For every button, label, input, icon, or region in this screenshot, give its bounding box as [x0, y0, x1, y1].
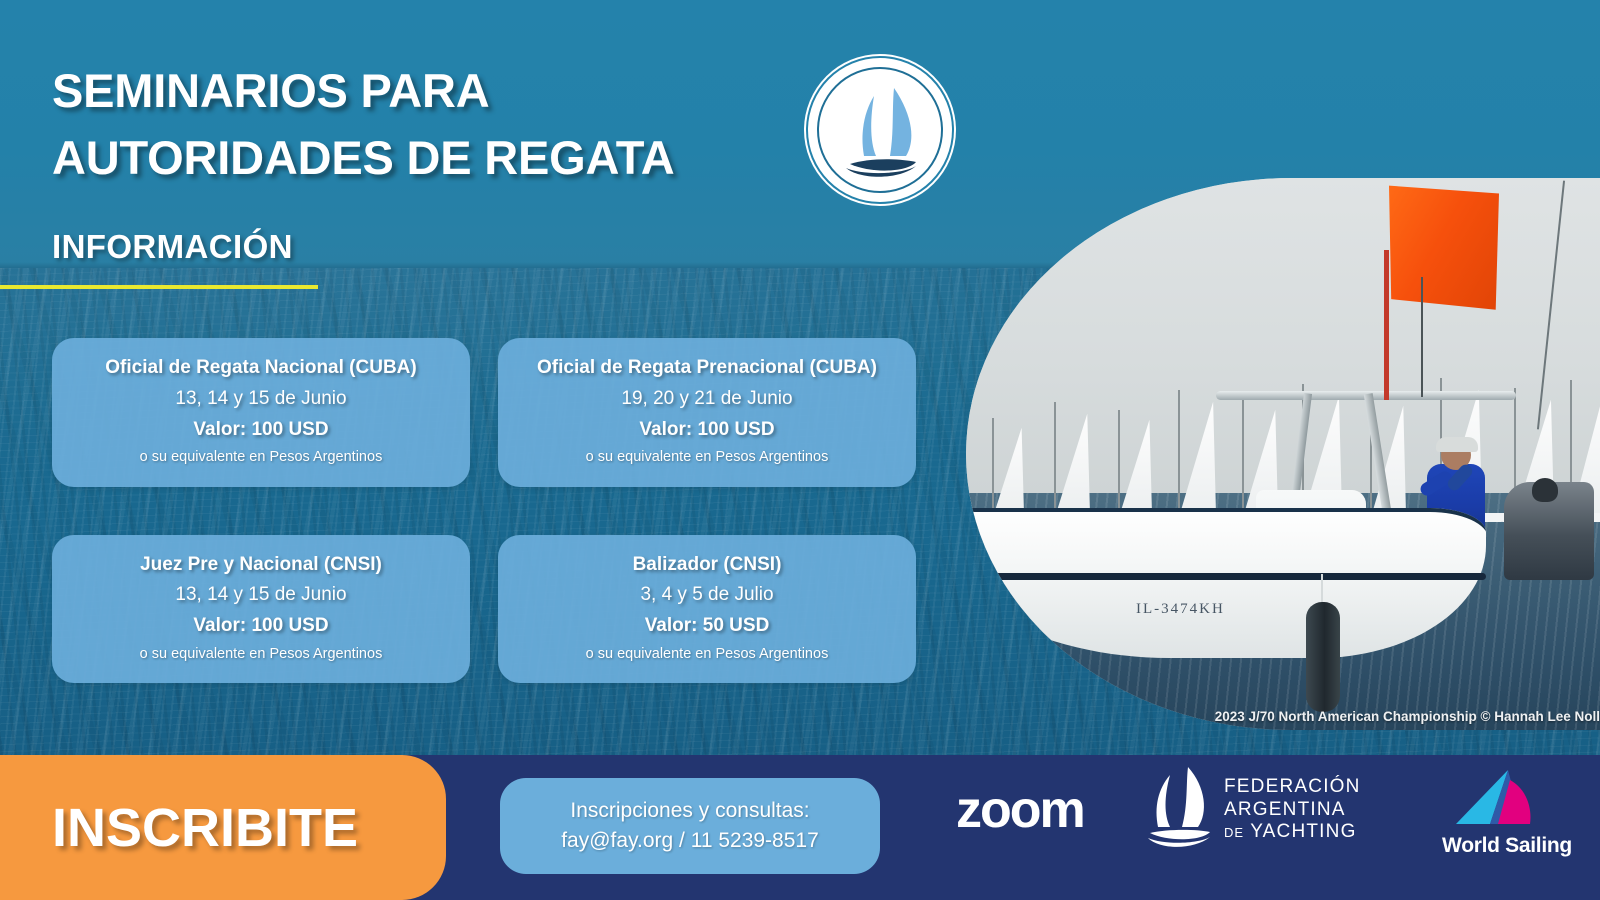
seminar-card-price: Valor: 100 USD — [193, 615, 329, 637]
photo-antenna — [1421, 277, 1423, 397]
seminar-card[interactable]: Oficial de Regata Prenacional (CUBA) 19,… — [498, 338, 916, 487]
world-sailing-sail-icon — [1432, 770, 1582, 838]
seminar-card[interactable]: Juez Pre y Nacional (CNSI) 13, 14 y 15 d… — [52, 534, 470, 684]
fay-logo-line1: FEDERACIÓN — [1224, 776, 1361, 798]
subtitle-underline-accent — [0, 285, 318, 289]
photo-fender-line — [1321, 574, 1323, 608]
seminar-card-note: o su equivalente en Pesos Argentinos — [139, 449, 383, 466]
fay-logo-text: FEDERACIÓN ARGENTINA DE YACHTING — [1224, 776, 1361, 843]
photo-credit: 2023 J/70 North American Championship © … — [1214, 709, 1600, 724]
register-button-label: INSCRIBITE — [52, 797, 359, 858]
seminar-card-title: Oficial de Regata Prenacional (CUBA) — [537, 357, 877, 378]
header-background-band — [0, 0, 1600, 272]
section-subtitle: INFORMACIÓN — [52, 228, 293, 265]
contact-label: Inscripciones y consultas: — [570, 798, 810, 822]
sailboat-circle-logo-icon — [812, 62, 948, 198]
seminar-card-note: o su equivalente en Pesos Argentinos — [585, 449, 829, 466]
seminar-card-dates: 19, 20 y 21 de Junio — [621, 387, 793, 409]
zoom-logo: zoom — [956, 781, 1086, 839]
page-title-line2: AUTORIDADES DE REGATA — [52, 130, 675, 184]
sailboat-icon — [1148, 765, 1214, 856]
seminar-card-title: Oficial de Regata Nacional (CUBA) — [105, 357, 417, 378]
seminar-card[interactable]: Oficial de Regata Nacional (CUBA) 13, 14… — [52, 338, 470, 487]
fay-logo-line3-prefix: DE — [1224, 825, 1245, 841]
seminar-card-title: Juez Pre y Nacional (CNSI) — [140, 553, 382, 575]
photo-crew-head — [1532, 478, 1558, 502]
footer-bar: INSCRIBITE Inscripciones y consultas: fa… — [0, 755, 1600, 900]
seminar-card-note: o su equivalente en Pesos Argentinos — [585, 645, 829, 662]
seminar-card-dates: 13, 14 y 15 de Junio — [175, 387, 347, 409]
seminar-card-title: Balizador (CNSI) — [632, 553, 782, 575]
seminar-card-note: o su equivalente en Pesos Argentinos — [139, 645, 383, 662]
fay-logo: FEDERACIÓN ARGENTINA DE YACHTING — [1148, 764, 1368, 856]
seminar-card-dates: 3, 4 y 5 de Julio — [640, 584, 774, 606]
seminar-cards-grid: Oficial de Regata Nacional (CUBA) 13, 14… — [52, 338, 932, 684]
contact-details: fay@fay.org / 11 5239-8517 — [561, 829, 819, 852]
page-title-line1: SEMINARIOS PARA — [52, 64, 490, 117]
regatta-photo: IL-3474KH 2023 J/70 North American Champ… — [966, 178, 1600, 730]
contact-info-box[interactable]: Inscripciones y consultas: fay@fay.org /… — [500, 778, 880, 874]
page-title: SEMINARIOS PARA AUTORIDADES DE REGATA — [52, 58, 872, 191]
fay-logo-line2: ARGENTINA — [1224, 798, 1346, 820]
world-sailing-logo: World Sailing — [1432, 766, 1582, 858]
fay-logo-line3-main: YACHTING — [1250, 821, 1357, 843]
photo-orange-race-flag — [1389, 185, 1499, 310]
photo-fender — [1306, 602, 1340, 712]
photo-flag-pole — [1384, 250, 1389, 400]
photo-committee-boat-hull — [966, 508, 1486, 658]
register-button[interactable]: INSCRIBITE — [0, 755, 446, 900]
fay-logo-line3: DE YACHTING — [1224, 821, 1361, 843]
seminar-card-dates: 13, 14 y 15 de Junio — [175, 584, 347, 606]
seminar-card-price: Valor: 100 USD — [639, 418, 775, 440]
world-sailing-label: World Sailing — [1442, 834, 1572, 857]
seminar-card-price: Valor: 100 USD — [193, 418, 329, 440]
seminar-card-price: Valor: 50 USD — [644, 615, 770, 637]
photo-boat-registration: IL-3474KH — [1136, 601, 1225, 617]
seminar-card[interactable]: Balizador (CNSI) 3, 4 y 5 de Julio Valor… — [498, 534, 916, 684]
photo-boat-gunwale-stripe — [966, 573, 1486, 580]
